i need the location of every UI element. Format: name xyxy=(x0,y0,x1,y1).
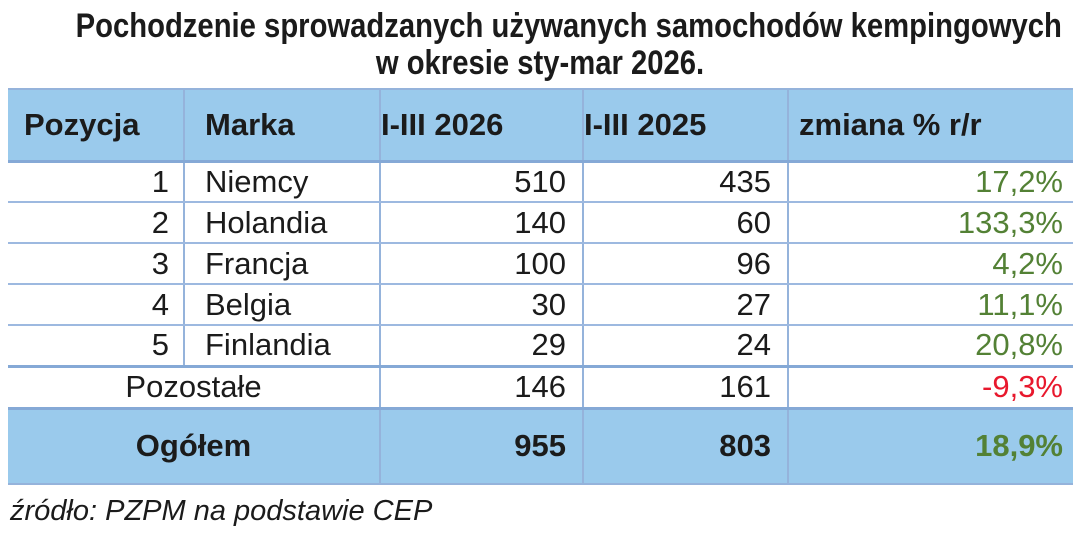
cell-2026: 146 xyxy=(379,366,583,410)
cell-2025: 27 xyxy=(582,284,788,326)
cell-position: 1 xyxy=(8,161,184,203)
header-2026: I-III 2026 xyxy=(379,88,583,163)
table-row: 1 Niemcy 510 435 17,2% xyxy=(8,161,1073,203)
table-row: 5 Finlandia 29 24 20,8% xyxy=(8,325,1073,368)
cell-change: 133,3% xyxy=(787,202,1073,244)
cell-country: Niemcy xyxy=(183,161,380,203)
cell-position: 2 xyxy=(8,202,184,244)
cell-2026: 955 xyxy=(379,408,583,485)
chart-title-line-2: w okresie sty-mar 2026. xyxy=(375,44,705,82)
table-row: 2 Holandia 140 60 133,3% xyxy=(8,202,1073,244)
cell-2025: 96 xyxy=(582,243,788,285)
cell-country: Finlandia xyxy=(183,325,380,368)
cell-position: 3 xyxy=(8,243,184,285)
cell-2026: 30 xyxy=(379,284,583,326)
cell-2026: 510 xyxy=(379,161,583,203)
cell-2026: 100 xyxy=(379,243,583,285)
table-row: 3 Francja 100 96 4,2% xyxy=(8,243,1073,285)
total-row: Ogółem 955 803 18,9% xyxy=(8,408,1073,485)
cell-total-label: Ogółem xyxy=(8,408,380,485)
cell-country: Belgia xyxy=(183,284,380,326)
source-caption: źródło: PZPM na podstawie CEP xyxy=(10,495,433,527)
chart-title-line-1: Pochodzenie sprowadzanych używanych samo… xyxy=(75,7,1062,45)
cell-country: Francja xyxy=(183,243,380,285)
import-origin-table: Pozycja Marka I-III 2026 I-III 2025 zmia… xyxy=(8,88,1073,485)
cell-2025: 60 xyxy=(582,202,788,244)
cell-change: 4,2% xyxy=(787,243,1073,285)
cell-change: 18,9% xyxy=(787,408,1073,485)
cell-2025: 161 xyxy=(582,366,788,410)
cell-2025: 803 xyxy=(582,408,788,485)
header-change: zmiana % r/r xyxy=(787,88,1073,163)
header-2025: I-III 2025 xyxy=(582,88,788,163)
cell-others-label: Pozostałe xyxy=(8,366,380,410)
cell-change: 20,8% xyxy=(787,325,1073,368)
cell-2025: 435 xyxy=(582,161,788,203)
header-pozycja: Pozycja xyxy=(8,88,184,163)
cell-change: 11,1% xyxy=(787,284,1073,326)
table-row: 4 Belgia 30 27 11,1% xyxy=(8,284,1073,326)
chart-title: Pochodzenie sprowadzanych używanych samo… xyxy=(0,0,1080,82)
cell-2026: 29 xyxy=(379,325,583,368)
cell-2025: 24 xyxy=(582,325,788,368)
header-marka: Marka xyxy=(183,88,380,163)
table-header-row: Pozycja Marka I-III 2026 I-III 2025 zmia… xyxy=(8,88,1073,163)
cell-change: 17,2% xyxy=(787,161,1073,203)
cell-position: 5 xyxy=(8,325,184,368)
cell-2026: 140 xyxy=(379,202,583,244)
cell-country: Holandia xyxy=(183,202,380,244)
cell-change: -9,3% xyxy=(787,366,1073,410)
cell-position: 4 xyxy=(8,284,184,326)
others-row: Pozostałe 146 161 -9,3% xyxy=(8,366,1073,410)
